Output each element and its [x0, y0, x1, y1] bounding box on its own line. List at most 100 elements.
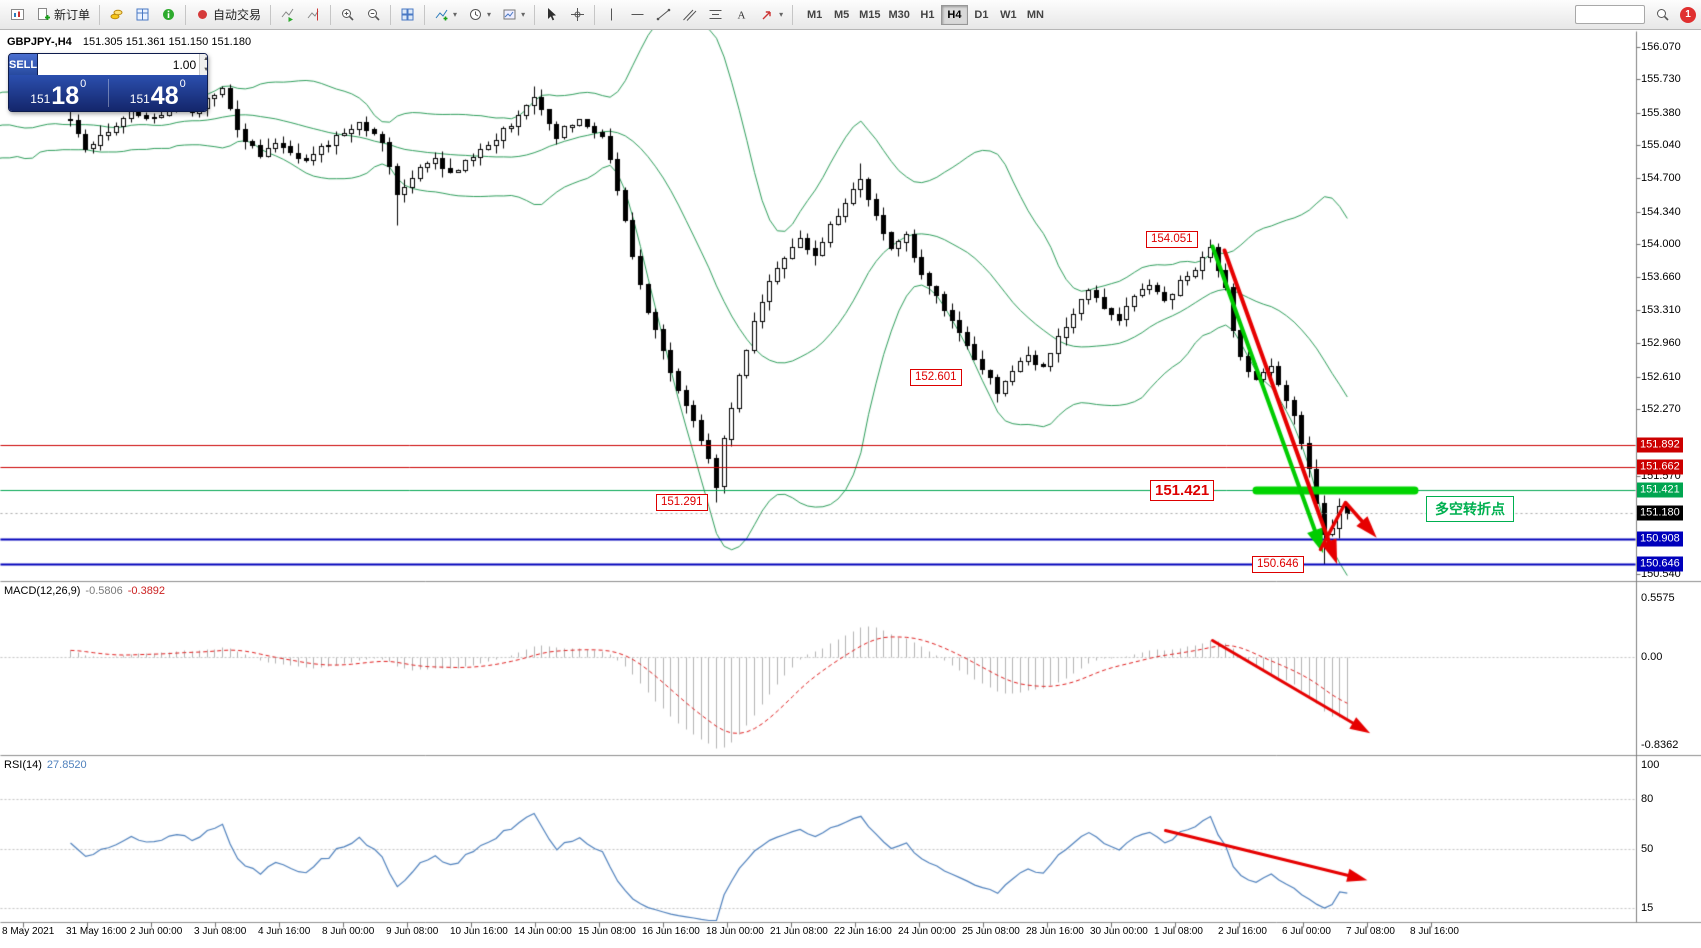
time-axis-label[interactable]: 2 Jul 16:00 — [1218, 926, 1267, 937]
macd-scale-label: 0.00 — [1641, 650, 1663, 663]
fibonacci-button[interactable] — [703, 3, 728, 27]
trendline-button[interactable] — [651, 3, 676, 27]
data-window-button[interactable] — [130, 3, 155, 27]
text-label-icon: A — [734, 7, 749, 22]
macd-name: MACD(12,26,9) — [4, 585, 81, 597]
time-axis-label[interactable]: 16 Jun 16:00 — [642, 926, 700, 937]
time-axis-label[interactable]: 30 Jun 00:00 — [1090, 926, 1148, 937]
timeframe-toolbar: M1 M5 M15 M30 H1 H4 D1 W1 MN — [801, 4, 1049, 25]
price-scale-label: 154.340 — [1641, 205, 1681, 218]
templates-icon — [502, 7, 517, 22]
rsi-label: RSI(14) 27.8520 — [4, 759, 87, 771]
main-toolbar: 新订单 自动交易 ▾ ▾ ▾ A ▾ M1 M5 M15 M3 — [0, 0, 1701, 30]
price-scale-label: 152.270 — [1641, 403, 1681, 416]
toolbar-separator — [185, 4, 187, 25]
sell-button[interactable]: SELL — [9, 54, 38, 75]
time-axis-label[interactable]: 24 Jun 00:00 — [898, 926, 956, 937]
time-axis-label[interactable]: 31 May 16:00 — [66, 926, 127, 937]
horizontal-line-button[interactable] — [625, 3, 650, 27]
price-scale-label: 153.660 — [1641, 270, 1681, 283]
time-axis-label[interactable]: 28 Jun 16:00 — [1026, 926, 1084, 937]
zoom-out-button[interactable] — [361, 3, 386, 27]
chevron-down-icon: ▾ — [453, 10, 458, 19]
arrows-tool-button[interactable]: ▾ — [755, 3, 788, 27]
timeframe-button-m30[interactable]: M30 — [888, 8, 910, 21]
auto-trading-button[interactable]: 自动交易 — [190, 3, 266, 27]
time-axis-label[interactable]: 22 Jun 16:00 — [834, 926, 892, 937]
chevron-down-icon: ▾ — [521, 10, 526, 19]
buy-price-point: 0 — [179, 78, 186, 90]
buy-price-display[interactable]: 151 48 0 — [109, 75, 208, 111]
tile-windows-button[interactable] — [395, 3, 420, 27]
toolbar-right-group: 1 — [1575, 3, 1696, 27]
timeframe-button-w1[interactable]: W1 — [1000, 8, 1017, 21]
sell-price-display[interactable]: 151 18 0 — [9, 75, 108, 111]
notification-badge[interactable]: 1 — [1680, 6, 1696, 23]
chevron-down-icon: ▾ — [779, 10, 784, 19]
timeframe-button-h1[interactable]: H1 — [920, 8, 935, 21]
timeframe-button-m5[interactable]: M5 — [833, 8, 850, 21]
time-axis-label[interactable]: 9 Jun 08:00 — [386, 926, 439, 937]
price-annotation-label: 154.051 — [1146, 231, 1198, 248]
time-axis-label[interactable]: 3 Jun 08:00 — [194, 926, 247, 937]
time-axis-label[interactable]: 7 Jul 08:00 — [1346, 926, 1395, 937]
volume-input[interactable] — [38, 54, 200, 75]
zoom-in-button[interactable] — [335, 3, 360, 27]
fibonacci-icon — [708, 7, 723, 22]
community-button[interactable] — [156, 3, 181, 27]
vertical-line-button[interactable] — [599, 3, 624, 27]
time-axis-label[interactable]: 8 Jun 00:00 — [322, 926, 375, 937]
time-axis-label[interactable]: 4 Jun 16:00 — [258, 926, 311, 937]
indicators-button[interactable]: ▾ — [429, 3, 462, 27]
chevron-down-icon: ▾ — [487, 10, 492, 19]
timeframe-button-mn[interactable]: MN — [1026, 8, 1044, 21]
auto-scroll-button[interactable] — [275, 3, 300, 27]
equidistant-channel-icon — [682, 7, 697, 22]
market-watch-button[interactable] — [104, 3, 129, 27]
time-axis-label[interactable]: 10 Jun 16:00 — [450, 926, 508, 937]
time-axis-label[interactable]: 6 Jul 00:00 — [1282, 926, 1331, 937]
new-order-icon — [36, 7, 51, 22]
chart-shift-button[interactable] — [301, 3, 326, 27]
price-annotation-label: 152.601 — [910, 369, 962, 386]
time-axis-label[interactable]: 1 Jul 08:00 — [1154, 926, 1203, 937]
timeframe-button-h4[interactable]: H4 — [940, 4, 968, 25]
time-axis-label[interactable]: 8 May 2021 — [2, 926, 55, 937]
search-input[interactable] — [1575, 5, 1645, 24]
cursor-button[interactable] — [539, 3, 564, 27]
text-label-button[interactable]: A — [729, 3, 754, 27]
volume-decrease-button[interactable]: ▼ — [200, 64, 207, 75]
price-scale-label: 153.310 — [1641, 304, 1681, 317]
time-axis-label[interactable]: 18 Jun 00:00 — [706, 926, 764, 937]
macd-scale-label: -0.8362 — [1641, 739, 1679, 752]
periods-button[interactable]: ▾ — [463, 3, 496, 27]
timeframe-button-m15[interactable]: M15 — [859, 8, 881, 21]
time-axis-label[interactable]: 21 Jun 08:00 — [770, 926, 828, 937]
crosshair-button[interactable] — [565, 3, 590, 27]
sell-price-point: 0 — [80, 78, 87, 90]
price-scale-label: 155.040 — [1641, 139, 1681, 152]
toolbar-separator — [330, 4, 332, 25]
price-divider — [107, 79, 109, 107]
templates-button[interactable]: ▾ — [497, 3, 530, 27]
time-axis-label[interactable]: 14 Jun 00:00 — [514, 926, 572, 937]
new-chart-button[interactable] — [5, 3, 30, 27]
rsi-scale-label: 50 — [1641, 843, 1654, 856]
search-button[interactable] — [1650, 3, 1675, 27]
price-badge: 151.662 — [1637, 459, 1683, 475]
data-window-icon — [135, 7, 150, 22]
timeframe-button-d1[interactable]: D1 — [974, 8, 989, 21]
volume-increase-button[interactable]: ▲ — [200, 54, 207, 65]
time-axis-label[interactable]: 25 Jun 08:00 — [962, 926, 1020, 937]
community-icon — [161, 7, 176, 22]
rsi-value: 27.8520 — [46, 759, 87, 771]
new-order-label: 新订单 — [54, 8, 91, 22]
timeframe-button-m1[interactable]: M1 — [806, 8, 823, 21]
time-axis-label[interactable]: 8 Jul 16:00 — [1410, 926, 1459, 937]
new-order-button[interactable]: 新订单 — [31, 3, 95, 27]
time-axis-label[interactable]: 2 Jun 00:00 — [130, 926, 183, 937]
time-axis-label[interactable]: 15 Jun 08:00 — [578, 926, 636, 937]
equidistant-channel-button[interactable] — [677, 3, 702, 27]
svg-text:A: A — [738, 10, 746, 22]
